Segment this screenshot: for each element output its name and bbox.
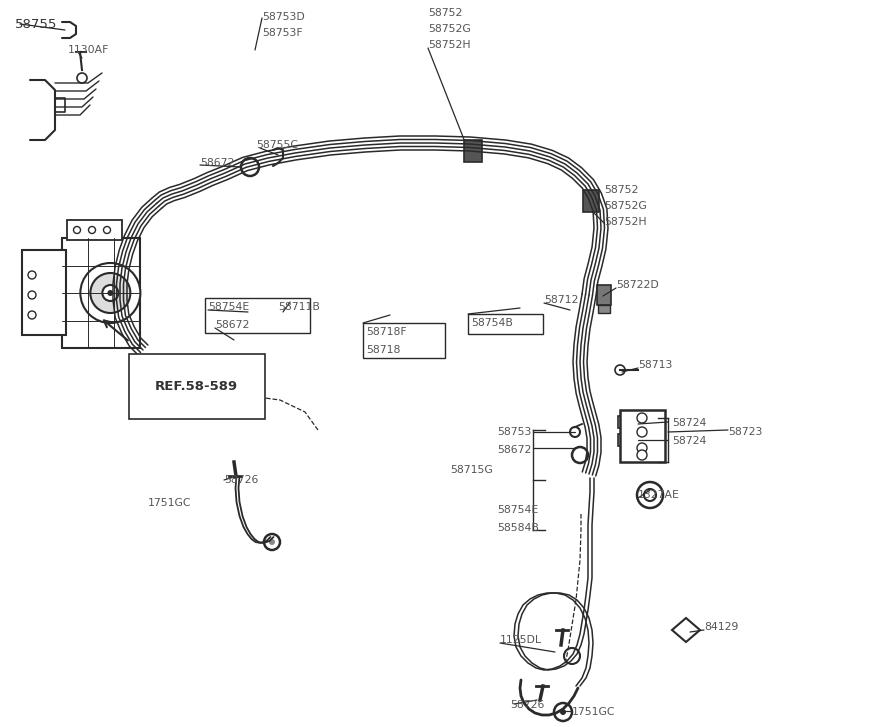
- Text: 58753: 58753: [497, 427, 531, 437]
- Circle shape: [274, 304, 286, 316]
- Text: 58753F: 58753F: [262, 28, 302, 38]
- Bar: [22, 250, 66, 335]
- Text: 58752: 58752: [428, 8, 462, 18]
- Text: 1327AE: 1327AE: [638, 490, 680, 500]
- Circle shape: [241, 158, 259, 176]
- Circle shape: [28, 311, 36, 319]
- Text: 1751GC: 1751GC: [572, 707, 615, 717]
- Bar: [464, 140, 482, 162]
- Bar: [67, 220, 122, 240]
- Text: 58584B: 58584B: [497, 523, 539, 533]
- Circle shape: [269, 539, 275, 545]
- Circle shape: [637, 413, 647, 423]
- Circle shape: [90, 273, 130, 313]
- Circle shape: [572, 447, 588, 463]
- Circle shape: [644, 489, 656, 501]
- Circle shape: [88, 227, 95, 233]
- Text: 58715G: 58715G: [450, 465, 493, 475]
- Bar: [618, 434, 634, 446]
- Text: 58755C: 58755C: [256, 140, 298, 150]
- Circle shape: [637, 450, 647, 460]
- Circle shape: [615, 365, 625, 375]
- Polygon shape: [672, 618, 700, 642]
- Text: 58718: 58718: [366, 345, 400, 355]
- Text: 58752: 58752: [604, 185, 638, 195]
- Circle shape: [108, 290, 114, 296]
- Text: 58726: 58726: [224, 475, 259, 485]
- Text: 58672: 58672: [200, 158, 234, 168]
- Circle shape: [80, 263, 141, 323]
- Circle shape: [103, 227, 110, 233]
- Bar: [363, 323, 445, 358]
- Text: 58718F: 58718F: [366, 327, 406, 337]
- Circle shape: [554, 703, 572, 721]
- Text: REF.58-589: REF.58-589: [155, 380, 238, 393]
- Circle shape: [570, 427, 580, 437]
- Bar: [618, 416, 634, 428]
- Circle shape: [73, 227, 80, 233]
- Text: 58726: 58726: [510, 700, 545, 710]
- Text: 58755: 58755: [15, 18, 58, 31]
- Text: 58754B: 58754B: [471, 318, 513, 328]
- Text: 1130AF: 1130AF: [68, 45, 109, 55]
- Text: 58752G: 58752G: [604, 201, 647, 211]
- Circle shape: [77, 73, 87, 83]
- Bar: [620, 410, 665, 462]
- Circle shape: [28, 291, 36, 299]
- Text: 58672: 58672: [215, 320, 249, 330]
- Circle shape: [102, 285, 118, 301]
- Text: 58724: 58724: [672, 418, 706, 428]
- Bar: [583, 190, 599, 212]
- Text: 58712: 58712: [544, 295, 579, 305]
- Bar: [598, 305, 610, 313]
- Circle shape: [264, 534, 280, 550]
- Circle shape: [637, 443, 647, 453]
- Text: 58754E: 58754E: [497, 505, 538, 515]
- Text: 58753D: 58753D: [262, 12, 305, 22]
- Text: 58711B: 58711B: [278, 302, 320, 312]
- Text: 58754E: 58754E: [208, 302, 249, 312]
- Text: 58722D: 58722D: [616, 280, 659, 290]
- Circle shape: [637, 427, 647, 437]
- Text: 1751GC: 1751GC: [148, 498, 191, 508]
- Bar: [205, 298, 310, 333]
- Text: 58723: 58723: [728, 427, 762, 437]
- Text: 84129: 84129: [704, 622, 739, 632]
- Text: 58752H: 58752H: [604, 217, 647, 227]
- Text: 1125DL: 1125DL: [500, 635, 542, 645]
- Circle shape: [560, 709, 566, 715]
- Text: 58752H: 58752H: [428, 40, 470, 50]
- Text: 58713: 58713: [638, 360, 672, 370]
- Bar: [468, 314, 543, 334]
- Text: 58752G: 58752G: [428, 24, 471, 34]
- Text: 58724: 58724: [672, 436, 706, 446]
- Circle shape: [28, 271, 36, 279]
- Bar: [597, 285, 611, 305]
- Circle shape: [637, 482, 663, 508]
- Circle shape: [564, 648, 580, 664]
- Bar: [62, 238, 140, 348]
- Text: 58672: 58672: [497, 445, 531, 455]
